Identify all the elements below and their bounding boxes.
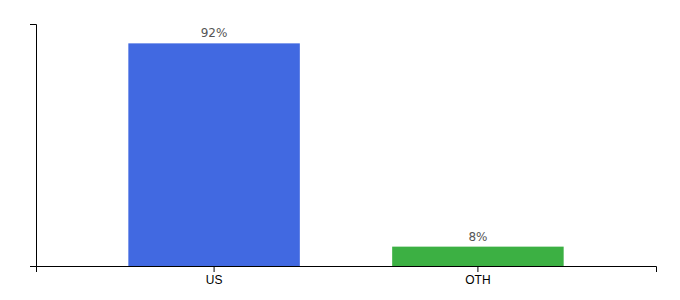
x-tick: OTH (465, 266, 490, 287)
x-tick: US (206, 266, 223, 287)
bar (392, 247, 563, 266)
data-labels: 92% 8% (201, 26, 488, 243)
plot: US OTH 92% 8% (30, 25, 657, 287)
x-tick-mark (214, 266, 215, 272)
y-axis-line (30, 25, 37, 267)
data-label: 92% (201, 26, 228, 40)
y-axis (30, 25, 37, 267)
bar (128, 43, 299, 266)
x-tick-label: OTH (465, 273, 490, 287)
x-axis: US OTH (37, 266, 657, 287)
data-label: 8% (468, 230, 487, 244)
x-tick-mark (477, 266, 478, 272)
bars (128, 43, 563, 266)
x-axis-line (37, 267, 657, 273)
x-tick-label: US (206, 273, 223, 287)
chart: US OTH 92% 8% (0, 0, 680, 300)
